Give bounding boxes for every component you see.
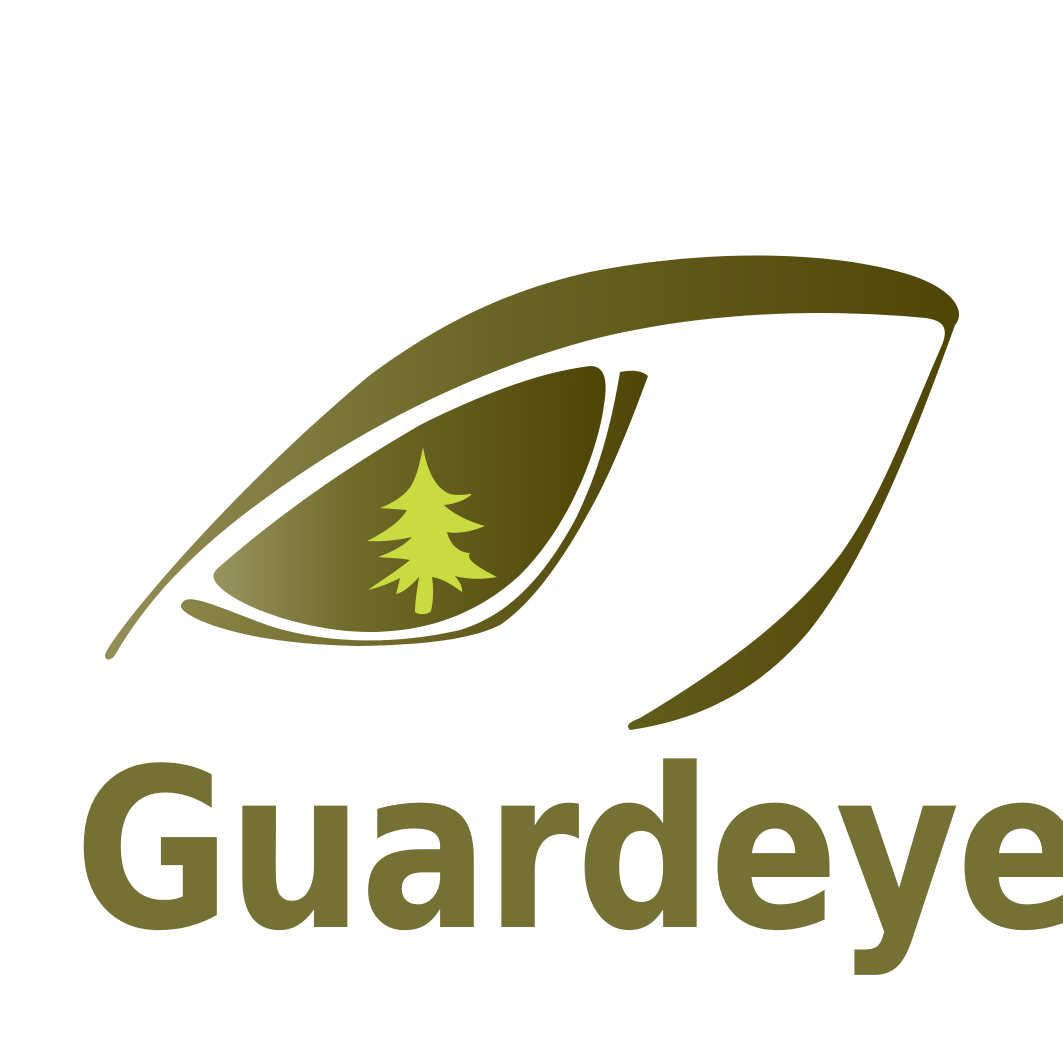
eye-lower-lid-shape: [180, 370, 648, 646]
pine-tree-icon: [367, 447, 497, 615]
eye-brow-shape: [105, 255, 960, 730]
eye-icon: [105, 255, 960, 730]
brand-wordmark: Guardeye: [74, 722, 1063, 980]
